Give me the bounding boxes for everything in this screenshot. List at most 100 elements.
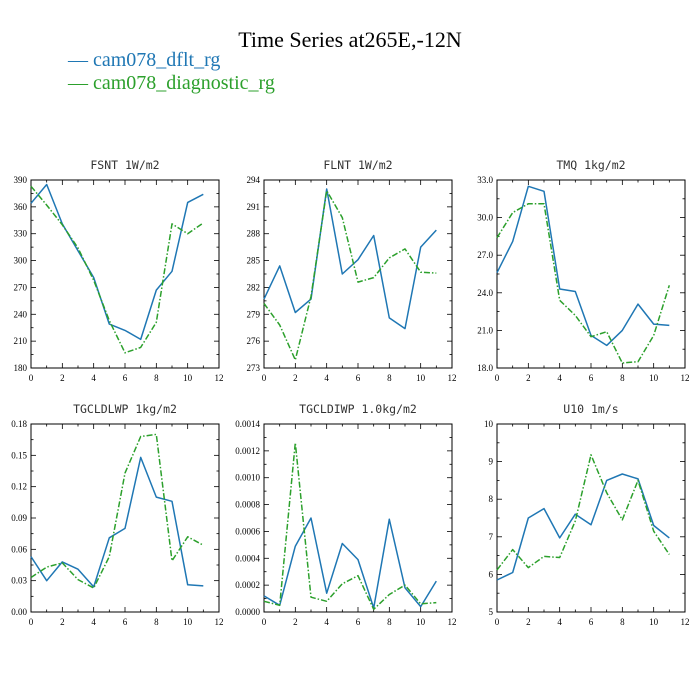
x-tick-label: 0 [262,373,267,383]
y-tick-label: 9 [489,457,494,467]
y-tick-label: 279 [247,309,261,319]
y-tick-label: 0.0006 [235,526,260,536]
series-line-diagnostic [30,433,204,589]
y-tick-label: 18.0 [477,363,493,373]
y-tick-label: 180 [14,363,28,373]
x-tick-label: 2 [60,373,65,383]
y-tick-label: 0.00 [11,607,27,617]
panel-4: TGCLDLWP 1kg/m2 0 2 4 6 8 10 12 0.00 0.03 0.06 0.09… [11,402,223,627]
y-tick-label: 5 [489,607,494,617]
x-tick-label: 6 [356,617,361,627]
y-tick-label: 291 [247,202,261,212]
x-tick-label: 8 [620,373,625,383]
x-tick-label: 6 [356,373,361,383]
x-tick-label: 2 [60,617,65,627]
series-line-dflt [30,183,204,341]
y-tick-label: 0.03 [11,576,27,586]
y-tick-label: 0.09 [11,513,27,523]
x-tick-label: 10 [183,373,193,383]
y-tick-label: 300 [14,256,28,266]
legend-label-diagnostic: cam078_diagnostic_rg [93,72,275,94]
x-tick-label: 12 [215,373,224,383]
y-tick-label: 6 [489,569,494,579]
y-tick-label: 7 [489,532,494,542]
panel-2: FLNT 1W/m2 0 2 4 6 8 10 12 273 276 279 282 285 288 291… [247,158,457,383]
x-tick-label: 8 [387,617,392,627]
x-tick-label: 4 [91,373,96,383]
y-tick-label: 270 [14,282,28,292]
y-tick-label: 30.0 [477,213,493,223]
y-tick-label: 33.0 [477,175,493,185]
y-tick-label: 210 [14,336,28,346]
legend-entry-dflt: — cam078_dflt_rg [68,49,220,72]
plot-frame [496,423,686,613]
series-line-dflt [263,517,437,609]
panel-title: TGCLDLWP 1kg/m2 [73,402,177,416]
x-tick-label: 8 [154,373,159,383]
panel-5: TGCLDIWP 1.0kg/m2 0 2 4 6 8 10 12 0.0000 0.0002 0.… [235,402,456,627]
legend-entry-diagnostic: — cam078_diagnostic_rg [68,72,275,95]
plot-frame [30,423,220,613]
x-tick-label: 10 [183,617,193,627]
x-tick-label: 2 [293,373,298,383]
panel-3: TMQ 1kg/m2 0 2 4 6 8 10 12 18.0 21.0 24.0 27.0 30.0 3… [477,158,689,383]
panel-title: FSNT 1W/m2 [90,158,159,172]
figure-title: Time Series at265E,-12N [238,27,462,52]
x-tick-label: 0 [495,373,500,383]
x-tick-label: 12 [448,373,457,383]
plot-frame [30,179,220,369]
y-tick-label: 0.0010 [235,473,260,483]
x-tick-label: 6 [123,617,128,627]
y-tick-label: 390 [14,175,28,185]
y-tick-label: 276 [247,336,261,346]
panel-title: U10 1m/s [563,402,618,416]
panel-1: FSNT 1W/m2 0 2 4 6 8 10 12 180 210 240 270 300 330 360… [14,158,224,383]
y-tick-label: 10 [484,419,494,429]
y-tick-label: 0.0004 [235,553,260,563]
y-tick-label: 285 [247,256,261,266]
series-line-dflt [263,188,437,330]
y-tick-label: 8 [489,494,494,504]
plot-frame [263,423,453,613]
x-tick-label: 0 [495,617,500,627]
y-tick-label: 0.0012 [235,446,260,456]
y-tick-label: 0.0014 [235,419,260,429]
y-tick-label: 0.0008 [235,500,260,510]
x-tick-label: 8 [620,617,625,627]
series-line-diagnostic [263,442,437,611]
x-tick-label: 4 [91,617,96,627]
x-tick-label: 10 [649,373,659,383]
y-tick-label: 0.0000 [235,607,260,617]
y-tick-label: 0.15 [11,450,27,460]
x-tick-label: 10 [416,373,426,383]
x-tick-label: 12 [215,617,224,627]
series-line-dflt [496,473,670,581]
y-tick-label: 288 [247,229,261,239]
y-tick-label: 273 [247,363,261,373]
panel-title: FLNT 1W/m2 [323,158,392,172]
series-line-diagnostic [496,454,670,571]
plot-frame [263,179,453,369]
x-tick-label: 6 [123,373,128,383]
y-tick-label: 0.18 [11,419,27,429]
x-tick-label: 0 [262,617,267,627]
y-tick-label: 330 [14,229,28,239]
series-line-diagnostic [496,203,671,364]
x-tick-label: 8 [154,617,159,627]
x-tick-label: 2 [526,373,531,383]
y-tick-label: 294 [247,175,261,185]
y-tick-label: 282 [247,282,261,292]
y-tick-label: 24.0 [477,288,493,298]
x-tick-label: 2 [526,617,531,627]
y-tick-label: 0.12 [11,482,27,492]
series-line-dflt [496,185,670,347]
series-line-dflt [30,456,204,588]
legend-line-diagnostic: — [68,72,93,94]
series-line-diagnostic [30,185,204,354]
x-tick-label: 6 [589,617,594,627]
panel-title: TMQ 1kg/m2 [556,158,625,172]
x-tick-label: 4 [557,373,562,383]
x-tick-label: 6 [589,373,594,383]
